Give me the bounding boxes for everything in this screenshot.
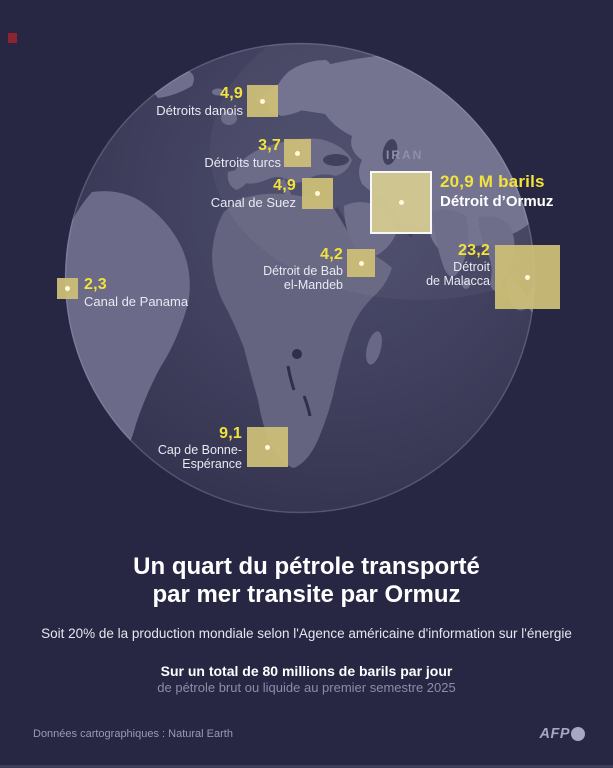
infographic-subtitle: Soit 20% de la production mondiale selon… [41,626,572,641]
world-globe-map [64,42,536,514]
afp-logo: AFP [539,726,585,742]
name-cap-bonne-esperance-line2: Espérance [182,456,242,471]
total-note-bold: Sur un total de 80 millions de barils pa… [160,663,453,679]
symbol-square-detroits-turcs [284,139,311,167]
symbol-square-detroits-danois [247,85,278,117]
total-note-light: de pétrole brut ou liquide au premier se… [157,680,456,695]
location-dot [260,98,265,104]
name-cap-bonne-esperance-line1: Cap de Bonne- [157,443,242,457]
location-dot [398,200,404,205]
value-detroits-danois: 4,9 [220,85,243,102]
symbol-square-canal-de-suez [302,178,333,209]
value-detroits-turcs: 3,7 [258,137,281,154]
afp-logo-text: AFP [539,726,570,742]
label-canal-panama: 2,3 Canal de Panama [84,276,188,310]
symbol-square-canal-panama [57,278,78,299]
value-canal-panama: 2,3 [84,276,107,293]
label-detroit-malacca: 23,2 Détroit de Malacca [426,242,490,288]
symbol-square-bab-el-mandeb [347,249,375,277]
name-bab-el-mandeb-line2: el-Mandeb [283,277,343,292]
location-dot [65,286,70,291]
symbol-square-cap-bonne-esperance [247,427,288,467]
label-detroits-danois: 4,9 Détroits danois [156,85,243,119]
name-canal-de-suez: Canal de Suez [210,195,296,210]
location-dot [315,191,320,196]
label-cap-bonne-esperance: 9,1 Cap de Bonne- Espérance [158,425,242,471]
title-line1: Un quart du pétrole transporté [133,553,480,580]
region-label-iran: IRAN [386,148,424,162]
location-dot [295,150,300,156]
name-canal-panama: Canal de Panama [84,294,189,309]
location-dot [265,444,270,450]
value-detroit-malacca: 23,2 [458,242,490,259]
location-dot [358,260,364,266]
infographic-title: Un quart du pétrole transporté par mer t… [0,553,613,609]
value-cap-bonne-esperance: 9,1 [219,425,242,442]
corner-accent-square [8,33,17,43]
bottom-strip [0,765,613,768]
title-line2: par mer transite par Ormuz [152,581,461,608]
label-detroit-ormuz: 20,9 M barils Détroit d’Ormuz [440,172,553,210]
value-canal-de-suez: 4,9 [273,177,296,194]
label-canal-de-suez: 4,9 Canal de Suez [211,177,296,211]
name-bab-el-mandeb-line1: Détroit de Bab [263,264,343,278]
afp-logo-circle-icon [571,727,585,741]
name-detroits-danois: Détroits danois [156,103,243,118]
symbol-square-detroit-ormuz [370,171,432,234]
label-detroits-turcs: 3,7 Détroits turcs [204,137,281,171]
name-detroit-ormuz: Détroit d’Ormuz [440,193,554,210]
value-detroit-ormuz: 20,9 M barils [440,172,545,191]
map-data-source: Données cartographiques : Natural Earth [33,728,233,740]
value-bab-el-mandeb: 4,2 [320,246,343,263]
name-detroit-malacca-line1: Détroit [453,260,490,274]
name-detroits-turcs: Détroits turcs [204,155,281,170]
name-detroit-malacca-line2: de Malacca [426,273,490,288]
location-dot [525,274,530,280]
label-bab-el-mandeb: 4,2 Détroit de Bab el-Mandeb [263,246,343,292]
symbol-square-detroit-malacca [495,245,560,309]
